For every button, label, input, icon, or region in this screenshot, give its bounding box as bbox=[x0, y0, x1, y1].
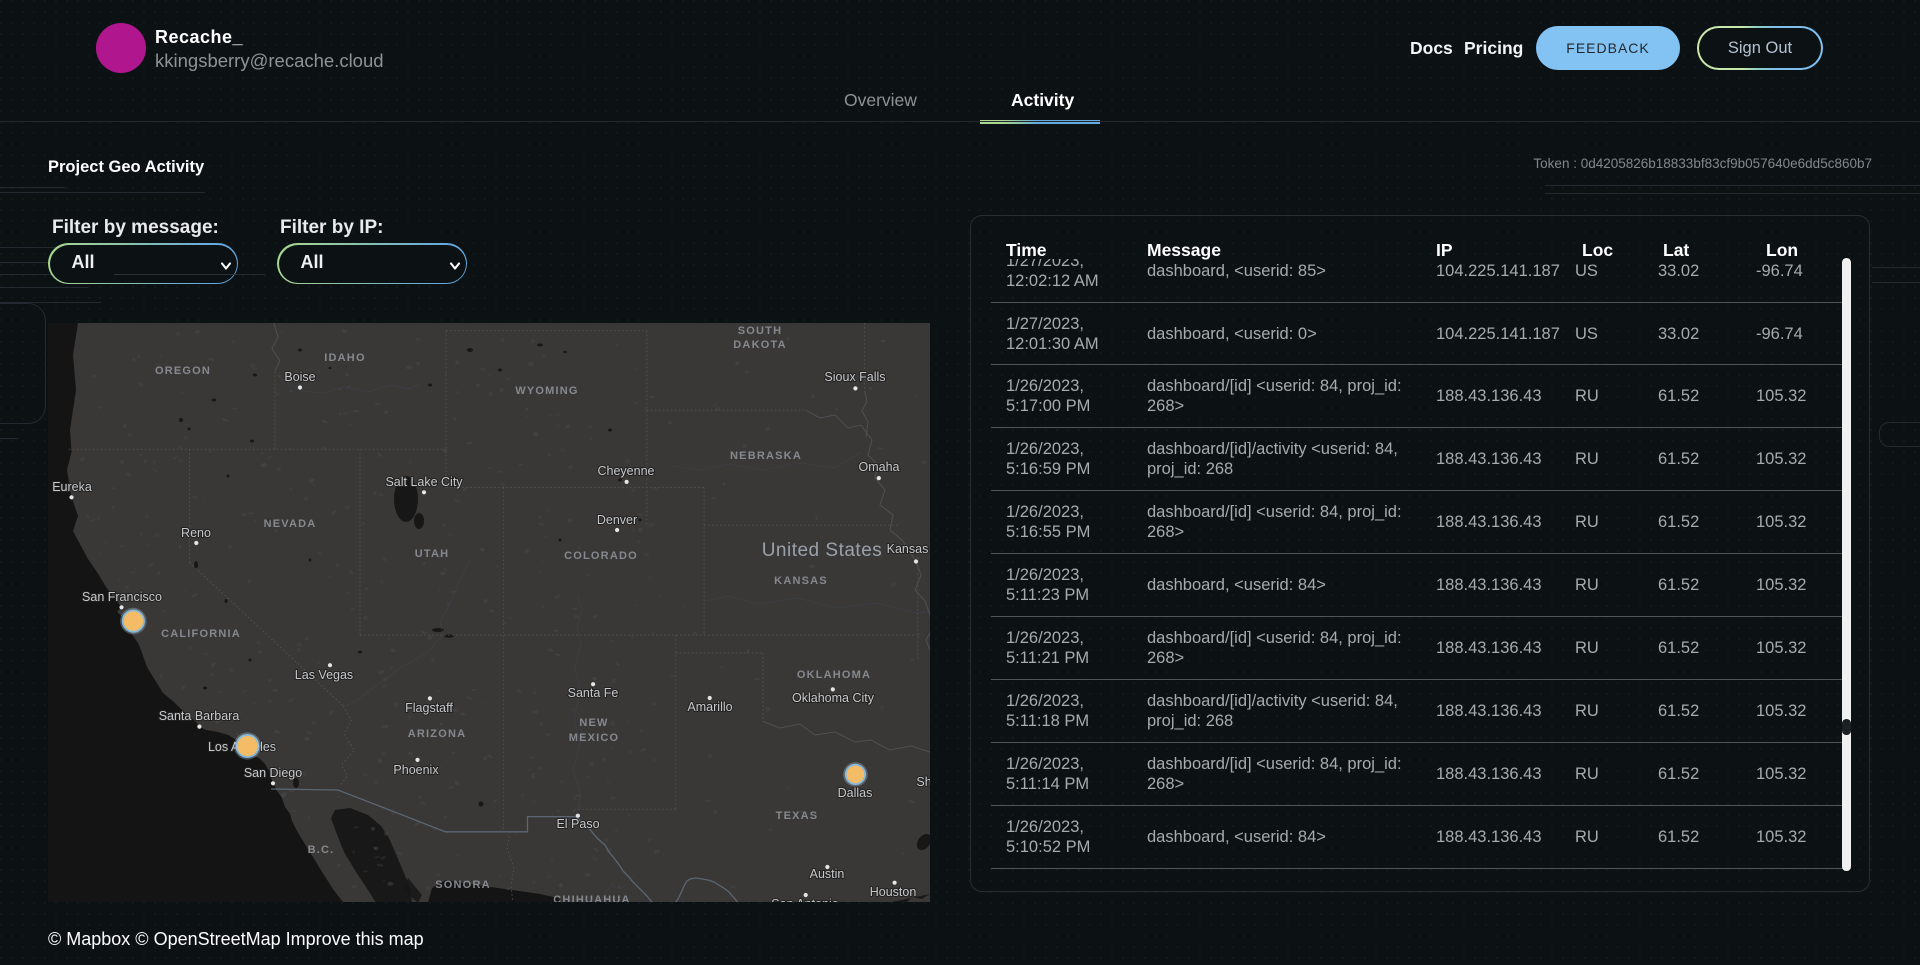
svg-text:B.C.: B.C. bbox=[308, 844, 335, 856]
svg-text:KANSAS: KANSAS bbox=[774, 575, 828, 587]
svg-text:Reno: Reno bbox=[181, 526, 211, 540]
svg-text:Dallas: Dallas bbox=[838, 786, 873, 800]
svg-text:Amarillo: Amarillo bbox=[687, 700, 732, 714]
svg-text:Salt Lake City: Salt Lake City bbox=[385, 475, 463, 489]
svg-text:Houston: Houston bbox=[870, 885, 917, 899]
svg-text:OREGON: OREGON bbox=[155, 365, 211, 377]
svg-text:Omaha: Omaha bbox=[859, 460, 900, 474]
svg-text:Sioux Falls: Sioux Falls bbox=[824, 370, 885, 384]
svg-text:OKLAHOMA: OKLAHOMA bbox=[797, 669, 871, 681]
svg-text:ARIZONA: ARIZONA bbox=[408, 728, 467, 740]
svg-text:San Francisco: San Francisco bbox=[82, 590, 162, 604]
svg-text:Santa Fe: Santa Fe bbox=[568, 686, 619, 700]
svg-text:Austin: Austin bbox=[810, 867, 845, 881]
svg-text:Eureka: Eureka bbox=[52, 480, 92, 494]
svg-text:NEBRASKA: NEBRASKA bbox=[730, 450, 802, 462]
svg-text:Phoenix: Phoenix bbox=[393, 763, 439, 777]
svg-text:MEXICO: MEXICO bbox=[569, 732, 620, 744]
svg-text:Las Vegas: Las Vegas bbox=[295, 668, 353, 682]
svg-text:DAKOTA: DAKOTA bbox=[733, 339, 786, 351]
svg-text:United States: United States bbox=[762, 540, 883, 561]
svg-text:Oklahoma City: Oklahoma City bbox=[792, 691, 875, 705]
svg-text:Santa Barbara: Santa Barbara bbox=[159, 709, 240, 723]
svg-text:NEW: NEW bbox=[579, 717, 608, 729]
svg-text:Shreveport: Shreveport bbox=[916, 775, 930, 789]
svg-text:Boise: Boise bbox=[284, 370, 315, 384]
svg-text:San Antonio: San Antonio bbox=[771, 897, 838, 902]
svg-text:NEVADA: NEVADA bbox=[264, 518, 317, 530]
svg-text:El Paso: El Paso bbox=[556, 817, 599, 831]
svg-text:Cheyenne: Cheyenne bbox=[598, 464, 655, 478]
svg-text:SONORA: SONORA bbox=[435, 879, 490, 891]
svg-text:Kansas City: Kansas City bbox=[887, 542, 930, 556]
svg-text:WYOMING: WYOMING bbox=[515, 385, 578, 397]
svg-text:CHIHUAHUA: CHIHUAHUA bbox=[553, 894, 630, 902]
svg-text:Denver: Denver bbox=[597, 513, 637, 527]
svg-text:IDAHO: IDAHO bbox=[324, 352, 365, 364]
svg-text:UTAH: UTAH bbox=[415, 548, 450, 560]
svg-text:Flagstaff: Flagstaff bbox=[405, 701, 453, 715]
svg-text:CALIFORNIA: CALIFORNIA bbox=[161, 628, 241, 640]
svg-text:SOUTH: SOUTH bbox=[738, 325, 783, 337]
svg-text:TEXAS: TEXAS bbox=[776, 810, 819, 822]
svg-text:San Diego: San Diego bbox=[244, 766, 302, 780]
svg-text:COLORADO: COLORADO bbox=[564, 550, 638, 562]
